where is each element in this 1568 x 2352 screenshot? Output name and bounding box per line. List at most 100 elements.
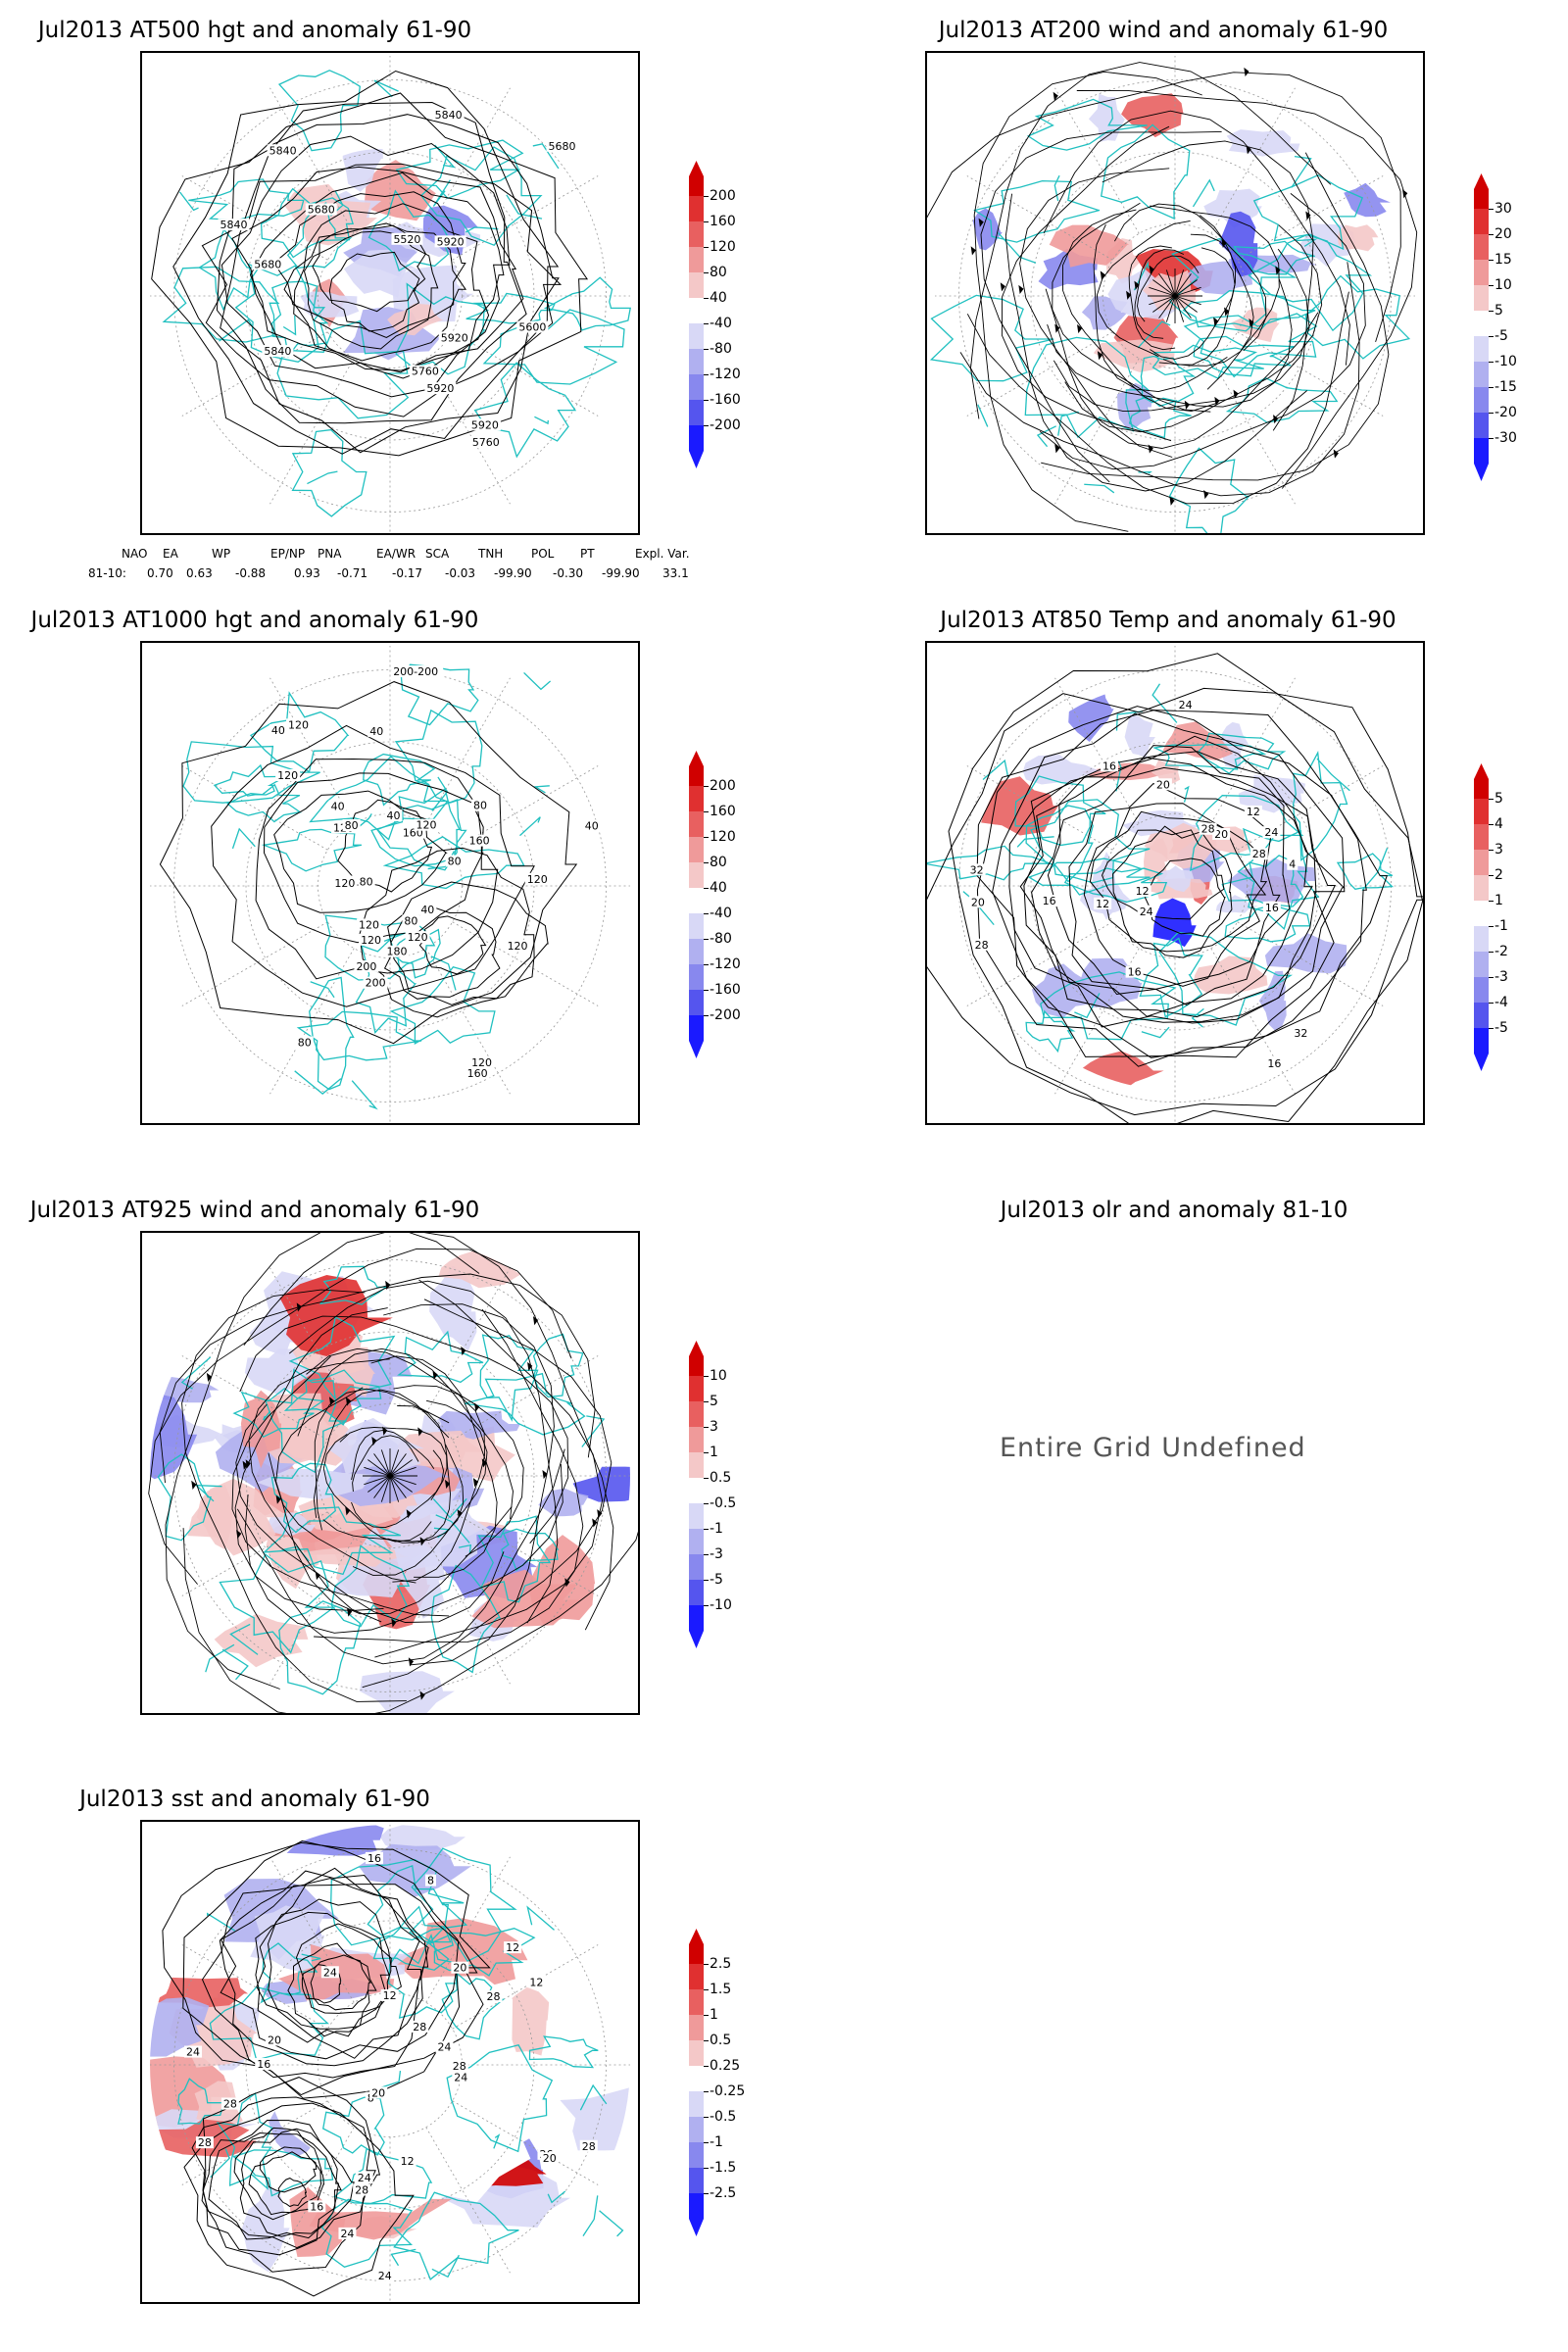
coastline-segment: [162, 266, 280, 343]
anomaly-patch: [1337, 224, 1379, 252]
pole-streamline: [1174, 295, 1192, 318]
border-line: [1296, 238, 1318, 247]
coastline-segment: [226, 783, 302, 823]
colorbar-tick-mark: [1489, 209, 1494, 210]
contour-label-bg: [505, 939, 530, 952]
streamline: [374, 1279, 604, 1658]
streamline-arrow: [1054, 444, 1060, 454]
streamline-arrow: [1233, 389, 1239, 399]
teleconnection-value: -99.90: [602, 566, 640, 580]
colorbar-tick-label: 30: [1494, 201, 1512, 217]
streamline-arrow: [970, 246, 976, 256]
border-line: [180, 1356, 212, 1390]
streamline: [268, 1452, 513, 1615]
border-line: [1036, 425, 1056, 448]
contour-label-bg: [1262, 902, 1281, 914]
colorbar-segment: [1474, 189, 1489, 215]
streamline-arrow: [391, 1618, 397, 1628]
streamline-arrow: [1213, 317, 1219, 326]
colorbar-tick-mark: [704, 964, 709, 965]
teleconnection-value: 33.1: [662, 566, 689, 580]
contour-label: 20: [1214, 828, 1228, 841]
border-line: [493, 2133, 501, 2149]
meridian-line: [181, 175, 328, 261]
colorbar-tick-label: -5: [710, 1572, 723, 1588]
streamline-arrow: [408, 1657, 415, 1667]
anomaly-patch: [1142, 270, 1197, 311]
map-200wind-canvas: [927, 56, 1418, 533]
colorbar-tick-label: 0.25: [710, 2058, 741, 2074]
teleconnection-header: TNH: [478, 547, 504, 561]
colorbar-tick-mark: [704, 2193, 709, 2194]
meridian-line: [452, 2100, 599, 2185]
meridian-line: [966, 921, 1113, 1006]
contour-label: 200: [366, 977, 386, 990]
colorbar-segment: [1474, 413, 1489, 438]
contour-line: [162, 1841, 491, 2096]
coastline-segment: [1237, 827, 1320, 930]
border-line: [579, 2083, 608, 2111]
anomaly-patch: [1124, 713, 1155, 759]
coastline-segment: [473, 362, 577, 459]
pole-streamline: [380, 1449, 391, 1477]
anomaly-patch: [1031, 963, 1101, 1018]
meridian-line: [452, 1944, 599, 2030]
colorbar-top-arrow: [689, 1341, 704, 1356]
coastline-segment: [157, 1453, 212, 1542]
map-925wind-canvas: [148, 1233, 638, 1713]
anomaly-patch: [379, 1825, 466, 1852]
anomaly-patch: [972, 208, 1003, 251]
meridian-line: [270, 2127, 355, 2274]
colorbar-tick-mark: [1489, 234, 1494, 235]
map-1000hgt-canvas: 1201801602001601201204080120120180120804…: [150, 646, 630, 1123]
anomaly-patch: [1264, 933, 1348, 974]
coastline-segment: [393, 2191, 519, 2280]
colorbar-tick-mark: [704, 1401, 709, 1402]
colorbar-tick-mark: [704, 2066, 709, 2067]
streamline: [288, 1280, 559, 1624]
colorbar-tick-mark: [1489, 824, 1494, 825]
contour-label-bg: [1137, 905, 1155, 917]
coastline-segment: [278, 1600, 362, 1695]
contour-label: 16: [1265, 902, 1279, 914]
border-line: [1115, 710, 1143, 731]
panel-title-500hgt: Jul2013 AT500 hgt and anomaly 61-90: [37, 18, 472, 43]
anomaly-patch: [342, 149, 383, 192]
colorbar-tick-mark: [704, 1989, 709, 1990]
meridian-line: [1237, 921, 1384, 1006]
border-line: [307, 470, 338, 485]
contour-label-bg: [524, 872, 550, 885]
contour-label-bg: [967, 863, 986, 876]
anomaly-patch: [1022, 755, 1102, 785]
colorbar-tick-label: 200: [710, 778, 736, 794]
colorbar-segment: [689, 1944, 704, 1970]
contour-line: [259, 2146, 318, 2193]
streamline: [159, 1273, 596, 1484]
colorbar-segment: [1474, 362, 1489, 387]
border-line: [431, 2254, 460, 2278]
colorbar-top-arrow: [689, 751, 704, 766]
anomaly-patch: [240, 1390, 282, 1469]
coastline-segment: [430, 1564, 502, 1674]
colorbar-tick-label: 40: [710, 290, 727, 306]
streamline: [959, 262, 1360, 497]
contour-label-bg: [359, 933, 384, 946]
colorbar-tick-mark: [704, 1015, 709, 1016]
pole-streamline: [389, 1449, 400, 1477]
colorbar-tick-label: -0.25: [710, 2083, 746, 2099]
contour-label-bg: [308, 2200, 326, 2213]
colorbar-segment: [1474, 799, 1489, 824]
coastline-segment: [198, 227, 261, 312]
border-line: [210, 2148, 230, 2179]
contour-label: 16: [257, 2058, 270, 2071]
contour-label: 160: [467, 1067, 488, 1080]
teleconnection-value: -99.90: [494, 566, 532, 580]
contour-lines: [359, 847, 549, 1018]
contour-label-bg: [540, 2152, 559, 2165]
contour-label: 20: [371, 2086, 385, 2099]
anomaly-patch: [150, 1393, 198, 1480]
contour-line: [1101, 829, 1225, 920]
colorbar-tick-label: -3: [1494, 969, 1508, 985]
contour-label: 80: [448, 856, 462, 868]
colorbar-tick-mark: [704, 1964, 709, 1965]
